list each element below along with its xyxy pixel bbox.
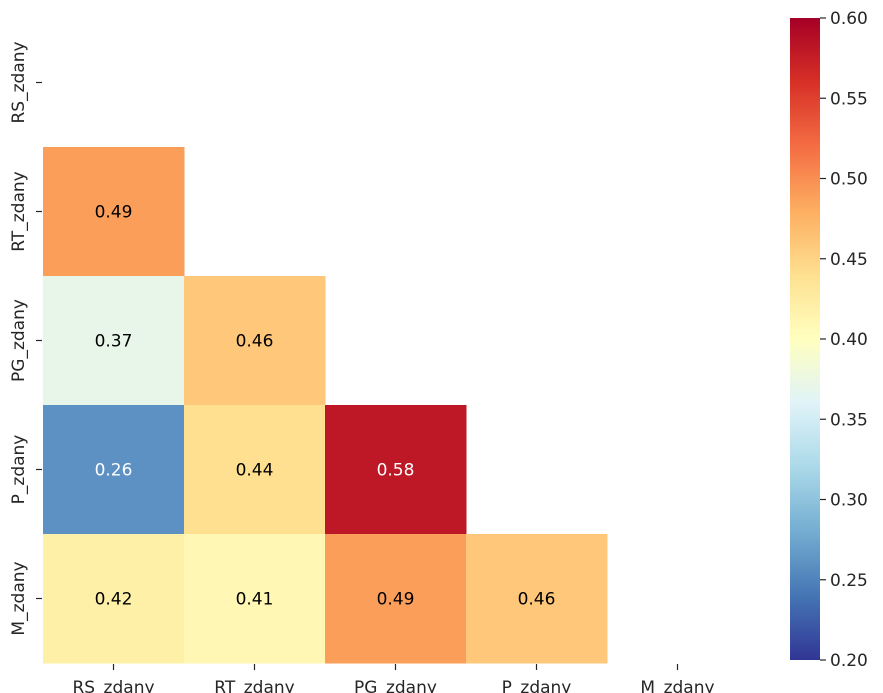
- colorbar-tick-label: 0.35: [830, 410, 868, 430]
- heatmap-cell-label: 0.46: [518, 590, 556, 610]
- colorbar-gradient: [790, 18, 820, 660]
- y-tick-label: M_zdany: [9, 561, 29, 635]
- heatmap-cell-label: 0.49: [95, 203, 133, 223]
- x-tick-label: PG_zdany: [354, 678, 437, 693]
- heatmap-cell-M_zdany-PG_zdany: [325, 534, 467, 664]
- x-tick-label: RT_zdany: [214, 678, 294, 693]
- heatmap-cell-label: 0.46: [236, 332, 274, 352]
- y-tick-label: P_zdany: [9, 435, 29, 505]
- colorbar: 0.20 0.25 0.30 0.35 0.40 0.45 0.50 0.55 0.60: [790, 9, 868, 671]
- heatmap-cell-labels: 0.49 0.37 0.46 0.26 0.44 0.58 0.42 0.41 0.49 0.46: [95, 203, 556, 610]
- x-tick-label: M_zdany: [640, 678, 714, 693]
- y-tick-label: PG_zdany: [9, 299, 29, 382]
- heatmap-cell-label: 0.37: [95, 332, 133, 352]
- colorbar-tick-label: 0.50: [830, 170, 868, 190]
- colorbar-tick-label: 0.60: [830, 9, 868, 29]
- heatmap-cell-P_zdany-RT_zdany: [184, 405, 326, 535]
- heatmap-cell-M_zdany-P_zdany: [466, 534, 608, 664]
- colorbar-tick-label: 0.40: [830, 330, 868, 350]
- x-axis: RS_zdany RT_zdany PG_zdany P_zdany M_zdany: [72, 664, 715, 693]
- colorbar-tick-label: 0.20: [830, 651, 868, 671]
- heatmap-cell-RT_zdany-RS_zdany: [43, 147, 185, 277]
- heatmap-cell-PG_zdany-RT_zdany: [184, 276, 326, 406]
- x-tick-label: P_zdany: [502, 678, 572, 693]
- colorbar-tick-label: 0.45: [830, 250, 868, 270]
- heatmap-cell-label: 0.26: [95, 461, 133, 481]
- colorbar-tick-label: 0.55: [830, 89, 868, 109]
- heatmap-cell-M_zdany-RT_zdany: [184, 534, 326, 664]
- heatmap-cell-label: 0.41: [236, 590, 274, 610]
- heatmap-cell-M_zdany-RS_zdany: [43, 534, 185, 664]
- heatmap-cell-P_zdany-RS_zdany: [43, 405, 185, 535]
- y-tick-label: RS_zdany: [9, 41, 29, 123]
- y-axis: RS_zdany RT_zdany PG_zdany P_zdany M_zdany: [9, 41, 42, 636]
- colorbar-tick-label: 0.30: [830, 491, 868, 511]
- heatmap-cell-label: 0.44: [236, 461, 274, 481]
- heatmap-cell-P_zdany-PG_zdany: [325, 405, 467, 535]
- x-tick-label: RS_zdany: [72, 678, 154, 693]
- heatmap-cell-label: 0.58: [377, 461, 415, 481]
- heatmap-cell-label: 0.42: [95, 590, 133, 610]
- colorbar-tick-label: 0.25: [830, 571, 868, 591]
- heatmap-cells: [43, 147, 608, 664]
- heatmap-cell-PG_zdany-RS_zdany: [43, 276, 185, 406]
- heatmap-cell-label: 0.49: [377, 590, 415, 610]
- y-tick-label: RT_zdany: [9, 171, 29, 251]
